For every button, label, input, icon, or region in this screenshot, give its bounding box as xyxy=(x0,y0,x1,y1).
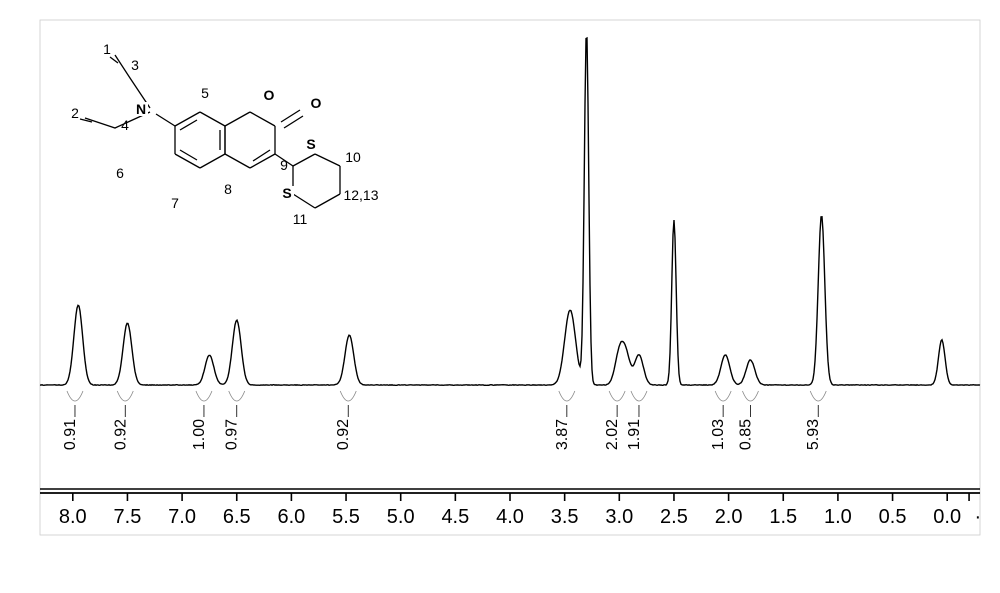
integration-label: 0.85 xyxy=(737,419,754,450)
atom-number: 10 xyxy=(345,149,361,165)
x-tick-label: 5.0 xyxy=(387,506,415,528)
heteroatom-label: S xyxy=(282,185,291,201)
integration-label: 5.93 xyxy=(805,419,822,450)
integration-label: 1.91 xyxy=(626,419,643,450)
integration-label: 1.00 xyxy=(191,419,208,450)
integration-curve xyxy=(742,391,758,401)
x-tick-label: 7.5 xyxy=(114,506,142,528)
atom-number: 7 xyxy=(171,195,179,211)
x-tick-label: 0.0 xyxy=(933,506,961,528)
atom-number: 3 xyxy=(131,57,139,73)
x-tick-label: 6.5 xyxy=(223,506,251,528)
atom-number: 5 xyxy=(201,85,209,101)
x-tick-label: 8.0 xyxy=(59,506,87,528)
integration-curve xyxy=(117,391,133,401)
integration-curve xyxy=(810,391,826,401)
atom-number: 8 xyxy=(224,181,232,197)
integration-curve xyxy=(715,391,731,401)
x-tick-label: 1.5 xyxy=(769,506,797,528)
integration-label: 0.92 xyxy=(112,419,129,450)
heteroatom-label: O xyxy=(311,95,322,111)
plot-border xyxy=(40,20,980,535)
x-tick-trail: · xyxy=(975,506,982,528)
atom-number: 4 xyxy=(121,117,129,133)
atom-number: 12,13 xyxy=(343,187,378,203)
x-tick-label: 6.0 xyxy=(277,506,305,528)
atom-number: 2 xyxy=(71,105,79,121)
integration-label: 0.91 xyxy=(62,419,79,450)
heteroatom-label: N xyxy=(136,101,146,117)
integration-curve xyxy=(196,391,212,401)
x-tick-label: 4.0 xyxy=(496,506,524,528)
integration-curve xyxy=(340,391,356,401)
integration-label: 1.03 xyxy=(710,419,727,450)
integration-label: 2.02 xyxy=(604,419,621,450)
nmr-svg: 0.910.921.000.970.923.872.021.911.030.85… xyxy=(0,0,1000,593)
x-tick-label: 4.5 xyxy=(441,506,469,528)
heteroatom-label: O xyxy=(264,87,275,103)
x-tick-label: 2.5 xyxy=(660,506,688,528)
x-tick-label: 5.5 xyxy=(332,506,360,528)
x-tick-label: 7.0 xyxy=(168,506,196,528)
x-tick-label: 3.5 xyxy=(551,506,579,528)
integration-label: 3.87 xyxy=(554,419,571,450)
integration-curve xyxy=(559,391,575,401)
integration-curve xyxy=(67,391,83,401)
x-tick-label: 0.5 xyxy=(879,506,907,528)
integration-label: 0.92 xyxy=(335,419,352,450)
integration-curve xyxy=(229,391,245,401)
atom-number: 9 xyxy=(280,157,288,173)
atom-number: 1 xyxy=(103,41,111,57)
x-tick-label: 1.0 xyxy=(824,506,852,528)
atom-number: 11 xyxy=(293,211,308,227)
atom-number: 6 xyxy=(116,165,124,181)
heteroatom-label: S xyxy=(306,136,315,152)
x-tick-label: 2.0 xyxy=(715,506,743,528)
spectrum-trace xyxy=(40,38,980,385)
molecule-structure: N O O S S 1 2 3 4 5 6 7 8 9 10 11 12,13 xyxy=(71,41,379,227)
integration-label: 0.97 xyxy=(224,419,241,450)
integration-curve xyxy=(609,391,625,401)
integration-curve xyxy=(631,391,647,401)
x-tick-label: 3.0 xyxy=(605,506,633,528)
nmr-figure: 0.910.921.000.970.923.872.021.911.030.85… xyxy=(0,0,1000,593)
